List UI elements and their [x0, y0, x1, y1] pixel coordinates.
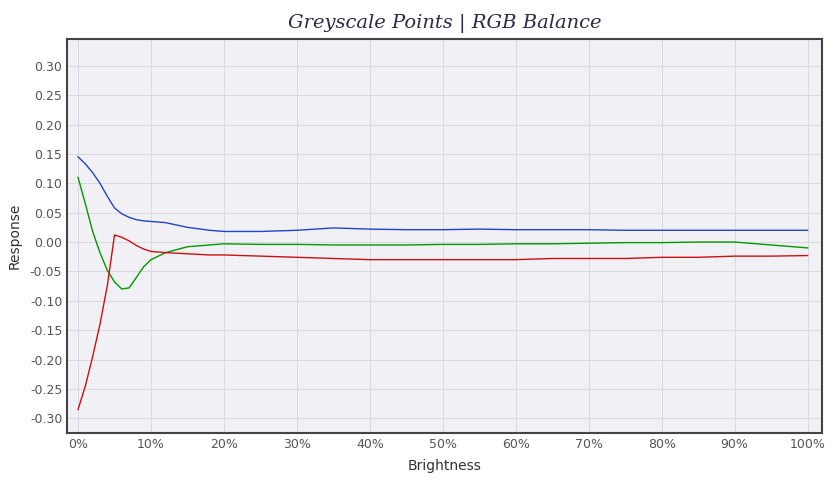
- Y-axis label: Response: Response: [8, 203, 22, 269]
- Title: Greyscale Points | RGB Balance: Greyscale Points | RGB Balance: [288, 14, 602, 33]
- X-axis label: Brightness: Brightness: [408, 459, 482, 473]
